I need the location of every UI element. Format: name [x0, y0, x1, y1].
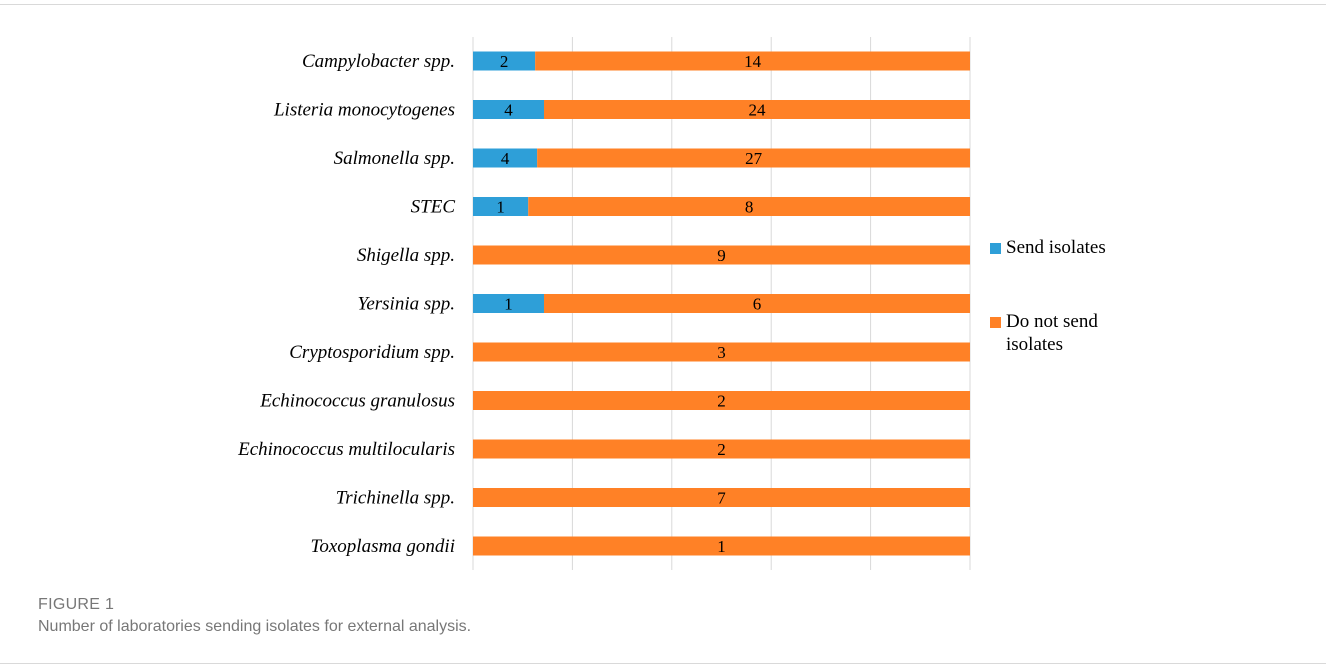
bar-segment-do-not-send: [544, 294, 970, 313]
bar-segment-do-not-send: [473, 439, 970, 459]
data-label-do-not-send: 2: [717, 440, 726, 459]
data-label-do-not-send: 7: [717, 489, 726, 508]
bar-segment-do-not-send: [537, 148, 970, 168]
data-label-do-not-send: 1: [717, 537, 726, 556]
legend-label-do-not-send: Do not send isolates: [1006, 311, 1098, 355]
bar-segment-do-not-send: [528, 197, 970, 216]
bar-segment-send: [473, 148, 538, 168]
category-label: STEC: [411, 197, 456, 218]
legend-swatch-do-not-send: [990, 317, 1001, 328]
data-label-send: 2: [500, 52, 509, 71]
data-label-send: 1: [504, 295, 513, 314]
bar-segment-do-not-send: [544, 100, 970, 119]
category-label: Shigella spp.: [357, 245, 455, 266]
legend-label-send: Send isolates: [1006, 237, 1106, 258]
category-label: Toxoplasma gondii: [311, 536, 455, 557]
bar-segment-do-not-send: [473, 245, 970, 265]
bars: [473, 51, 970, 556]
bar-segment-do-not-send: [473, 536, 970, 556]
data-label-do-not-send: 9: [717, 246, 726, 265]
figure-caption: FIGURE 1 Number of laboratories sending …: [38, 594, 471, 638]
data-label-do-not-send: 3: [717, 343, 726, 362]
category-label: Yersinia spp.: [358, 294, 456, 315]
bar-segment-do-not-send: [473, 342, 970, 362]
category-label: Cryptosporidium spp.: [289, 342, 455, 363]
bar-segment-send: [473, 294, 544, 313]
data-label-do-not-send: 24: [749, 101, 767, 120]
bar-segment-do-not-send: [473, 488, 970, 507]
legend-swatch-send: [990, 243, 1001, 254]
category-label: Trichinella spp.: [336, 488, 455, 509]
category-label: Campylobacter spp.: [302, 51, 455, 72]
category-label: Salmonella spp.: [334, 148, 455, 169]
bar-segment-do-not-send: [535, 51, 970, 71]
category-label: Listeria monocytogenes: [273, 100, 455, 121]
data-label-send: 4: [501, 149, 510, 168]
bar-segment-send: [473, 197, 529, 216]
data-label-do-not-send: 8: [745, 198, 754, 217]
figure-caption-text: Number of laboratories sending isolates …: [38, 618, 472, 635]
figure-label: FIGURE 1: [38, 596, 115, 613]
category-label: Echinococcus multilocularis: [237, 439, 455, 460]
bottom-rule: [0, 663, 1326, 664]
data-label-send: 1: [496, 198, 505, 217]
bar-segment-do-not-send: [473, 391, 970, 410]
data-label-do-not-send: 27: [745, 149, 763, 168]
bar-segment-send: [473, 51, 536, 71]
top-rule: [0, 4, 1326, 5]
data-label-do-not-send: 14: [744, 52, 762, 71]
grid-lines: [472, 37, 971, 570]
data-label-send: 4: [504, 101, 513, 120]
category-label: Echinococcus granulosus: [259, 391, 455, 412]
data-label-do-not-send: 2: [717, 392, 726, 411]
data-label-do-not-send: 6: [753, 295, 762, 314]
bar-segment-send: [473, 100, 544, 119]
